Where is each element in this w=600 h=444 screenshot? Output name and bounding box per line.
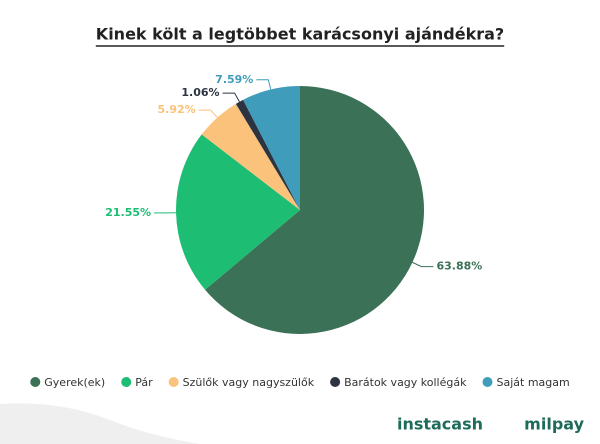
legend-label: Pár: [135, 376, 153, 389]
legend-marker: [121, 377, 132, 387]
data-label: 5.92%: [158, 103, 196, 116]
leader-line: [198, 109, 218, 118]
pie-slice: [235, 99, 300, 210]
data-label: 7.59%: [215, 73, 253, 86]
legend-marker: [30, 377, 41, 387]
legend-marker: [482, 377, 493, 387]
legend-label: Barátok vagy kollégák: [344, 376, 467, 389]
legend-label: Gyerek(ek): [44, 376, 105, 389]
legend-marker: [330, 377, 341, 387]
data-label: 1.06%: [181, 86, 219, 99]
pie-slice: [205, 86, 424, 334]
legend-label: Szülők vagy nagyszülők: [183, 376, 315, 389]
logo: instacash: [397, 415, 483, 434]
pie-slice: [243, 86, 300, 210]
data-label: 63.88%: [436, 260, 482, 273]
leader-line: [412, 261, 434, 268]
footer-shape: [0, 403, 200, 444]
pie-slice: [201, 103, 300, 210]
pie-slice: [175, 134, 300, 290]
legend-marker: [168, 377, 179, 387]
data-label: 21.55%: [105, 206, 151, 219]
leader-line: [222, 92, 240, 103]
logo: milpay: [524, 415, 584, 434]
legend-label: Saját magam: [496, 376, 569, 389]
leader-line: [256, 79, 272, 90]
chart-title: Kinek költ a legtöbbet karácsonyi ajándé…: [96, 25, 504, 44]
